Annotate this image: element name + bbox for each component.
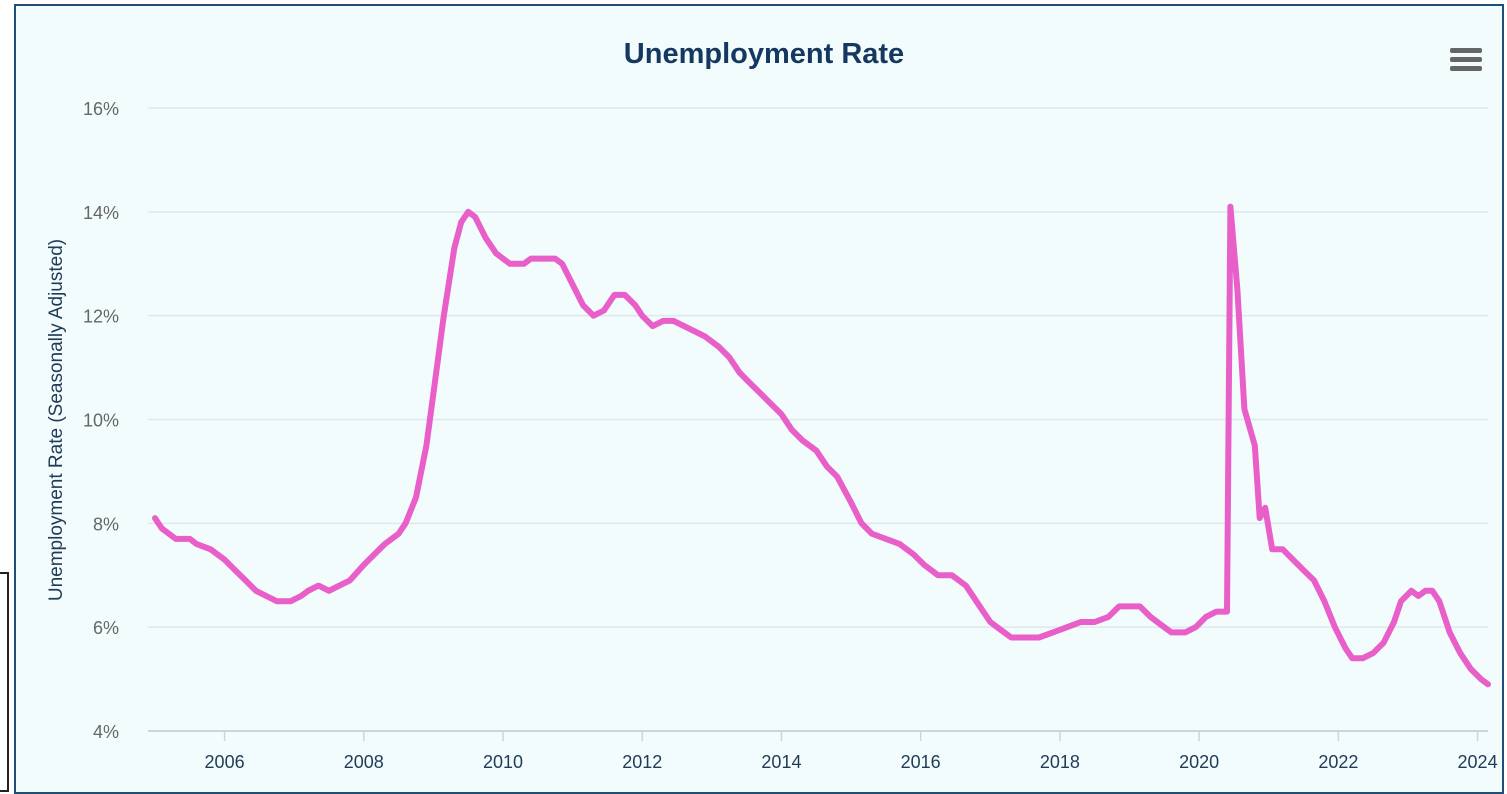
x-tick-label: 2022: [1318, 752, 1358, 772]
hamburger-menu-icon[interactable]: [1450, 48, 1482, 78]
x-tick-label: 2012: [622, 752, 662, 772]
x-tick-label: 2018: [1040, 752, 1080, 772]
y-tick-label: 16%: [83, 99, 119, 119]
x-tick-label: 2014: [761, 752, 801, 772]
y-tick-label: 8%: [93, 514, 119, 534]
x-axis-ticks: 2006 2008 2010 2012 2014 2016 2018 2020 2022 2024: [205, 731, 1498, 772]
x-tick-label: 2006: [205, 752, 245, 772]
y-tick-label: 4%: [93, 722, 119, 742]
x-tick-label: 2020: [1179, 752, 1219, 772]
chart-container: [14, 4, 1504, 794]
x-tick-label: 2008: [344, 752, 384, 772]
y-axis-ticks: 4% 6% 8% 10% 12% 14% 16%: [83, 99, 119, 742]
chart-title: Unemployment Rate: [623, 38, 905, 70]
plot-area: [152, 203, 1491, 688]
y-tick-label: 12%: [83, 307, 119, 327]
y-tick-label: 10%: [83, 411, 119, 431]
gridlines: [148, 107, 1488, 732]
x-tick-label: 2010: [483, 752, 523, 772]
y-tick-label: 6%: [93, 618, 119, 638]
x-tick-label: 2024: [1458, 752, 1498, 772]
x-tick-label: 2016: [901, 752, 941, 772]
y-tick-label: 14%: [83, 203, 119, 223]
series-line[interactable]: [152, 203, 1491, 688]
